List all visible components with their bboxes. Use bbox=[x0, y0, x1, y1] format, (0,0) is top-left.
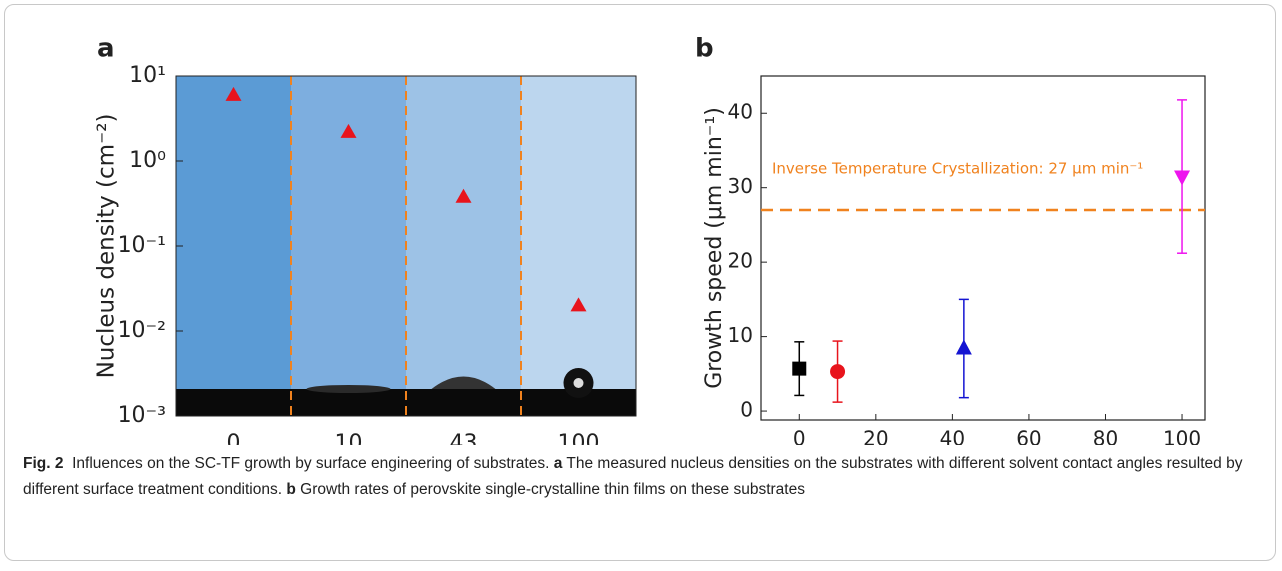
y-tick-label: 0 bbox=[740, 398, 753, 422]
category-band bbox=[521, 76, 636, 416]
y-tick-label: 10 bbox=[728, 323, 753, 347]
plot-frame bbox=[760, 75, 1206, 421]
charts: a b 10⁻³10⁻²10⁻¹10⁰10¹01043100Contact an… bbox=[94, 34, 1206, 446]
x-tick-label: 10 bbox=[335, 431, 363, 445]
y-tick-label: 20 bbox=[728, 249, 753, 273]
marker bbox=[570, 297, 587, 312]
y-axis-title: Growth speed (μm min⁻¹) bbox=[702, 107, 727, 389]
y-tick-label: 10⁰ bbox=[129, 148, 166, 173]
x-tick-label: 80 bbox=[1093, 427, 1118, 446]
y-tick-label: 10⁻¹ bbox=[118, 233, 166, 258]
annotation: Inverse Temperature Crystallization: 27 … bbox=[772, 160, 1143, 178]
x-tick-label: 0 bbox=[227, 431, 241, 445]
figure: a b 10⁻³10⁻²10⁻¹10⁰10¹01043100Contact an… bbox=[4, 4, 1276, 561]
data-point bbox=[830, 340, 846, 403]
panel-label: b bbox=[695, 34, 714, 64]
x-tick-label: 100 bbox=[1163, 427, 1201, 446]
category-band bbox=[176, 76, 291, 416]
marker bbox=[225, 86, 242, 101]
y-axis-title: Nucleus density (cm⁻²) bbox=[94, 114, 120, 379]
marker bbox=[830, 364, 846, 380]
caption-title: Influences on the SC-TF growth by surfac… bbox=[72, 455, 550, 472]
caption: Fig. 2 Influences on the SC-TF growth by… bbox=[23, 451, 1253, 503]
marker bbox=[1174, 170, 1191, 186]
data-point bbox=[1174, 99, 1191, 254]
data-point bbox=[955, 298, 972, 399]
caption-label: Fig. 2 bbox=[23, 455, 64, 472]
data-point bbox=[792, 341, 807, 397]
panel-label: a bbox=[97, 34, 115, 64]
droplet bbox=[306, 385, 391, 393]
caption-part-label: b bbox=[286, 481, 296, 498]
x-tick-label: 40 bbox=[940, 427, 965, 446]
y-tick-label: 10¹ bbox=[129, 63, 166, 88]
x-tick-label: 0 bbox=[793, 427, 806, 446]
marker bbox=[455, 188, 472, 203]
y-tick-label: 10⁻³ bbox=[118, 403, 166, 428]
x-tick-label: 100 bbox=[558, 431, 600, 445]
x-tick-label: 43 bbox=[450, 431, 478, 445]
droplet bbox=[431, 376, 496, 389]
x-tick-label: 60 bbox=[1016, 427, 1041, 446]
marker bbox=[792, 361, 807, 376]
x-tick-label: 20 bbox=[863, 427, 888, 446]
category-band bbox=[406, 76, 521, 416]
caption-part-text: The measured nucleus densities on the su… bbox=[23, 455, 1243, 498]
marker bbox=[340, 123, 357, 138]
marker bbox=[955, 339, 972, 355]
droplet-highlight bbox=[573, 378, 584, 388]
y-tick-label: 40 bbox=[728, 100, 753, 124]
caption-part-label: a bbox=[553, 455, 563, 472]
caption-part-text: Growth rates of perovskite single-crysta… bbox=[300, 481, 805, 498]
y-tick-label: 10⁻² bbox=[118, 318, 166, 343]
y-tick-label: 30 bbox=[728, 174, 753, 198]
